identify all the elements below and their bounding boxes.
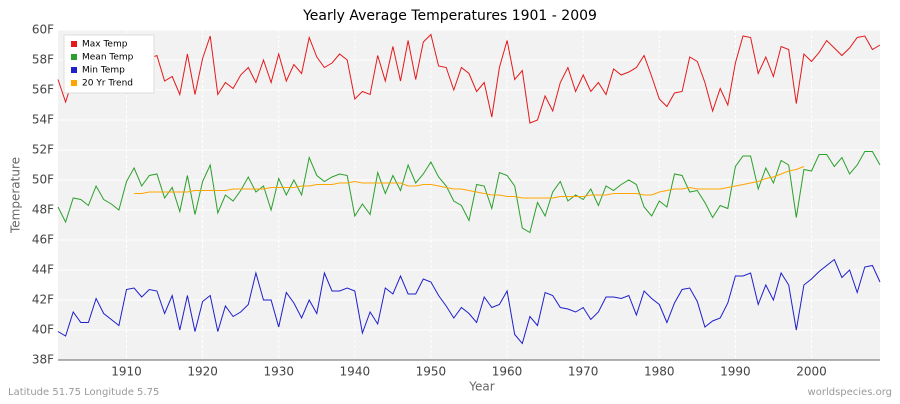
series-line [134,166,805,199]
y-tick-label: 54F [32,113,54,127]
legend-swatch [71,67,77,73]
series-line [57,151,881,234]
y-tick-label: 44F [32,263,54,277]
y-tick-label: 50F [32,173,54,187]
legend-box [63,34,155,94]
y-tick-label: 46F [32,233,54,247]
x-axis-label: Year [468,380,494,394]
y-tick-label: 42F [32,293,54,307]
plot-background [58,30,880,360]
footer-right: worldspecies.org [808,387,892,398]
legend-swatch [71,41,77,47]
y-tick-label: 58F [32,53,54,67]
x-tick-label: 1920 [187,365,218,379]
footer-left: Latitude 51.75 Longitude 5.75 [8,387,159,398]
chart-title: Yearly Average Temperatures 1901 - 2009 [302,8,597,24]
y-tick-label: 38F [32,353,54,367]
legend-label: Mean Temp [82,53,134,63]
series-line [57,258,881,345]
y-tick-label: 40F [32,323,54,337]
legend-label: 20 Yr Trend [82,79,133,89]
series-line [57,33,881,124]
x-tick-label: 1960 [492,365,523,379]
x-tick-label: 2000 [796,365,827,379]
legend-swatch [71,80,77,86]
y-tick-label: 60F [32,23,54,37]
legend-swatch [71,54,77,60]
legend-label: Min Temp [82,66,125,76]
x-tick-label: 1980 [644,365,675,379]
y-axis-label: Temperature [9,157,23,234]
x-tick-label: 1930 [263,365,294,379]
x-tick-label: 1970 [568,365,599,379]
y-tick-label: 56F [32,83,54,97]
legend-label: Max Temp [82,40,128,50]
y-tick-label: 48F [32,203,54,217]
x-tick-label: 1910 [111,365,142,379]
x-tick-label: 1940 [340,365,371,379]
x-tick-label: 1990 [720,365,751,379]
y-tick-label: 52F [32,143,54,157]
x-tick-label: 1950 [416,365,447,379]
